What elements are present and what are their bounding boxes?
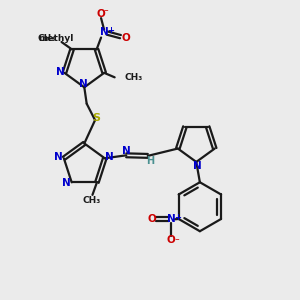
Text: N: N — [79, 79, 88, 89]
Text: H: H — [146, 156, 154, 166]
Text: N: N — [54, 152, 63, 162]
Text: ⁻: ⁻ — [174, 237, 179, 246]
Text: O: O — [167, 236, 176, 245]
Text: N: N — [122, 146, 130, 156]
Text: CH₃: CH₃ — [82, 196, 101, 205]
Text: +: + — [174, 213, 181, 222]
Text: CH₃: CH₃ — [37, 34, 56, 43]
Text: N: N — [56, 67, 64, 77]
Text: N: N — [106, 152, 114, 162]
Text: N: N — [62, 178, 71, 188]
Text: ⁻: ⁻ — [103, 8, 108, 17]
Text: CH₃: CH₃ — [124, 73, 142, 82]
Text: methyl: methyl — [38, 34, 73, 43]
Text: N: N — [193, 161, 201, 171]
Text: S: S — [92, 113, 101, 123]
Text: O: O — [147, 214, 156, 224]
Text: N: N — [167, 214, 176, 224]
Text: O: O — [96, 9, 105, 19]
Text: +: + — [107, 26, 114, 35]
Text: O: O — [121, 32, 130, 43]
Text: N: N — [100, 27, 109, 37]
